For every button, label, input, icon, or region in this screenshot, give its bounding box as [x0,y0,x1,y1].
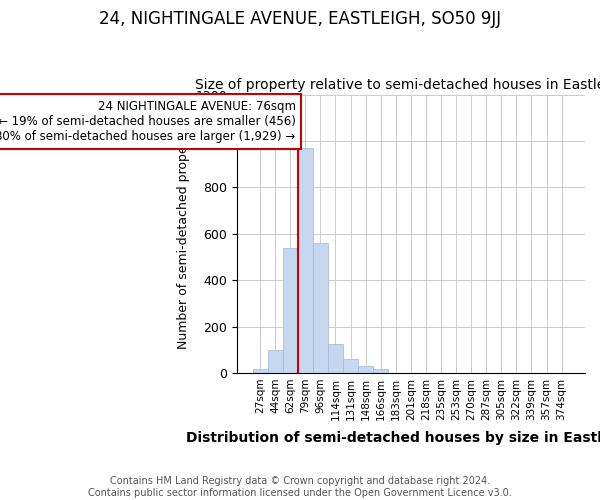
Bar [298,148,313,373]
Bar [358,366,373,373]
Title: Size of property relative to semi-detached houses in Eastleigh: Size of property relative to semi-detach… [195,78,600,92]
Bar [328,344,343,373]
Bar [268,350,283,373]
Bar [343,359,358,373]
Bar [313,243,328,373]
Y-axis label: Number of semi-detached properties: Number of semi-detached properties [176,118,190,350]
Bar [253,370,268,373]
Bar [373,370,388,373]
Bar [283,248,298,373]
X-axis label: Distribution of semi-detached houses by size in Eastleigh: Distribution of semi-detached houses by … [186,431,600,445]
Text: 24, NIGHTINGALE AVENUE, EASTLEIGH, SO50 9JJ: 24, NIGHTINGALE AVENUE, EASTLEIGH, SO50 … [99,10,501,28]
Text: 24 NIGHTINGALE AVENUE: 76sqm
← 19% of semi-detached houses are smaller (456)
80%: 24 NIGHTINGALE AVENUE: 76sqm ← 19% of se… [0,100,296,144]
Text: Contains HM Land Registry data © Crown copyright and database right 2024.
Contai: Contains HM Land Registry data © Crown c… [88,476,512,498]
